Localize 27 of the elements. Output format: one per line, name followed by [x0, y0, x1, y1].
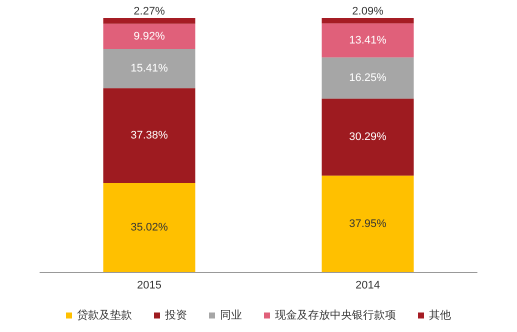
bar [322, 98, 414, 176]
x-tick-label: 2015 [137, 280, 162, 292]
data-label: 13.41% [349, 34, 387, 46]
data-label: 37.95% [349, 218, 387, 230]
data-label: 2.09% [352, 6, 384, 18]
data-label: 16.25% [349, 72, 387, 84]
data-label: 37.38% [130, 130, 168, 142]
legend-label: 其他 [429, 308, 451, 322]
data-label: 30.29% [349, 131, 387, 144]
bar [103, 18, 196, 24]
legend-label: 投资 [164, 310, 187, 322]
bar [322, 57, 414, 99]
bar [322, 176, 414, 272]
data-label: 15.41% [130, 62, 168, 75]
bar [103, 24, 196, 49]
bar [322, 18, 414, 24]
legend-label: 贷款及垫款 [77, 308, 132, 322]
legend-label: 同业 [220, 308, 242, 322]
bar [103, 48, 196, 88]
bar [103, 88, 196, 184]
data-label: 9.92% [134, 30, 166, 42]
legend-label: 现金及存放中央银行款项 [275, 308, 396, 322]
data-label: 35.02% [130, 222, 168, 234]
x-tick-label: 2014 [356, 280, 380, 292]
data-label: 2.27% [134, 6, 166, 18]
bar [103, 183, 196, 272]
bar [322, 23, 414, 58]
